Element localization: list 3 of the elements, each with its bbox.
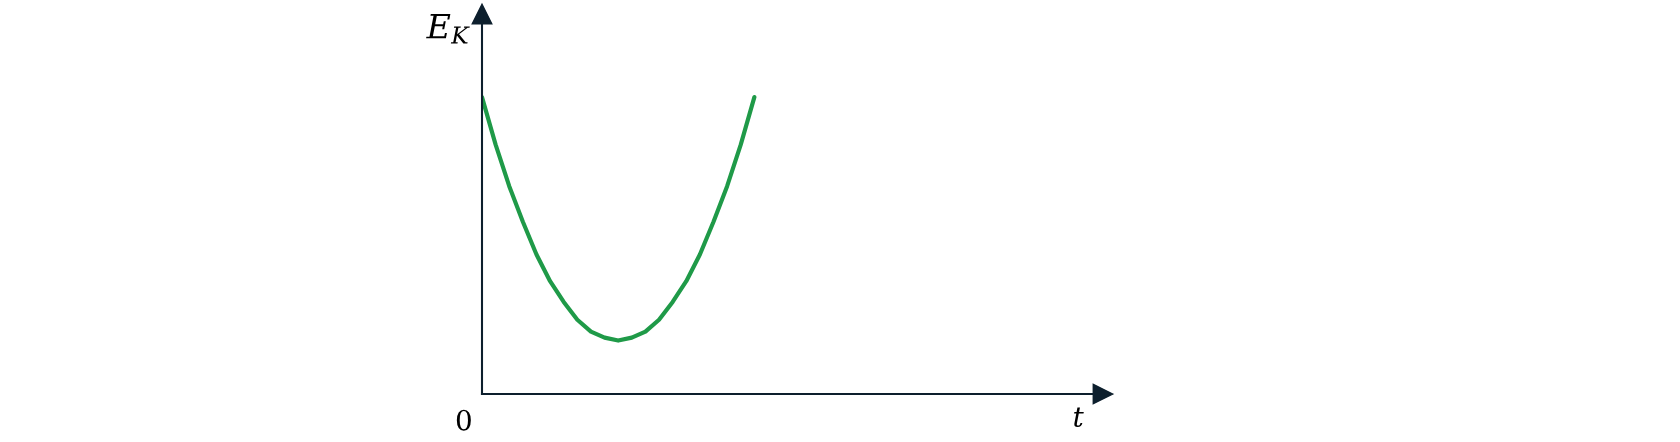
text: t bbox=[1074, 407, 1084, 427]
text: 0 bbox=[456, 409, 471, 431]
y-axis-title: E$_{K}$ bbox=[426, 14, 470, 44]
